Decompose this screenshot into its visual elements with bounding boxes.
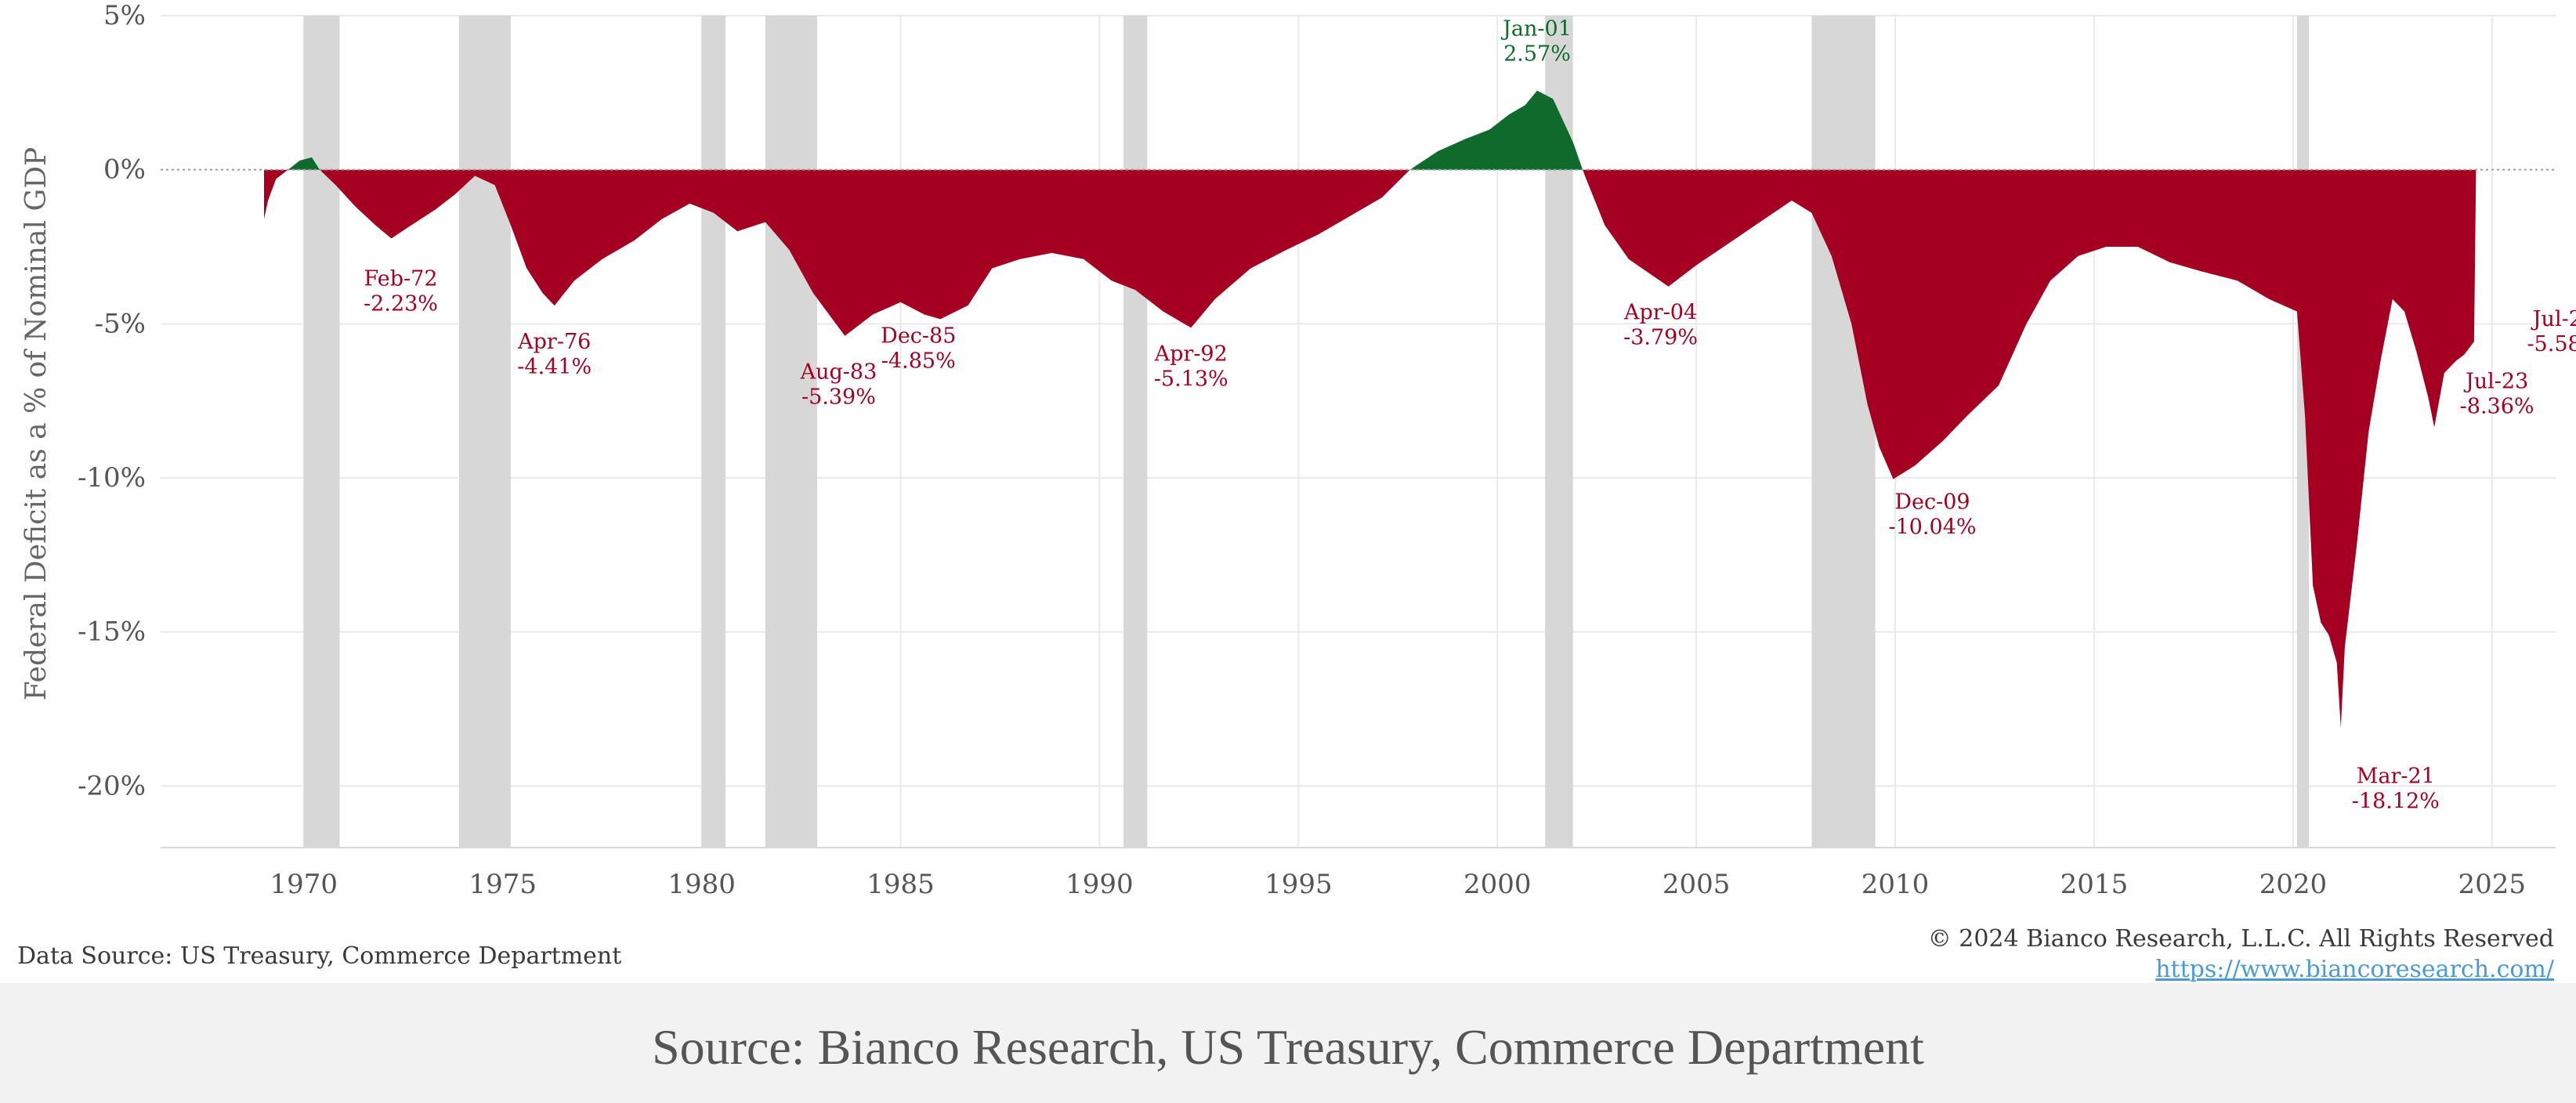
annotation-value: -18.12% xyxy=(2352,789,2440,813)
source-caption: Source: Bianco Research, US Treasury, Co… xyxy=(652,1019,1924,1075)
deficit-area-segment xyxy=(320,169,1410,336)
recession-bands xyxy=(303,16,2310,848)
gridlines xyxy=(161,15,2556,848)
surplus-area xyxy=(288,157,320,170)
recession-band xyxy=(303,16,340,848)
annotation-date: Jul-23 xyxy=(2463,369,2528,393)
recession-band xyxy=(701,16,726,848)
annotation-date: Apr-92 xyxy=(1154,342,1228,366)
deficit-area-segment xyxy=(1583,169,2477,729)
y-tick-label: 0% xyxy=(103,154,146,186)
y-tick-label: 5% xyxy=(103,0,146,31)
x-tick-label: 1990 xyxy=(1065,869,1134,900)
chart-panel: 5% 0% -5% -10% -15% -20% 1970 1975 1980 1985 1990 1… xyxy=(0,0,2576,983)
annotation-date: Feb-72 xyxy=(364,266,438,291)
x-tick-label: 2005 xyxy=(1662,869,1731,900)
annotation-value: -2.23% xyxy=(364,291,438,316)
x-tick-label: 2015 xyxy=(2060,869,2129,900)
annotation-value: -5.39% xyxy=(801,385,876,410)
x-tick-label: 1970 xyxy=(270,869,338,900)
deficit-area xyxy=(264,90,2477,729)
annotation-date: Mar-21 xyxy=(2357,764,2435,788)
y-tick-label: -20% xyxy=(78,770,146,801)
annotation-date: Jan-01 xyxy=(1500,17,1572,42)
x-tick-label: 1975 xyxy=(469,869,537,900)
deficit-chart: 5% 0% -5% -10% -15% -20% 1970 1975 1980 1985 1990 1… xyxy=(20,0,2576,900)
axes: 5% 0% -5% -10% -15% -20% 1970 1975 1980 1985 1990 1… xyxy=(20,0,2556,900)
annotation-date: Apr-04 xyxy=(1623,301,1697,325)
y-axis-title: Federal Deficit as a % of Nominal GDP xyxy=(20,147,52,701)
data-source-note: Data Source: US Treasury, Commerce Depar… xyxy=(17,942,622,970)
x-tick-label: 1985 xyxy=(867,869,935,900)
annotation-date: Apr-76 xyxy=(517,330,591,354)
annotation-value: -4.85% xyxy=(881,349,956,373)
annotation-value: -10.04% xyxy=(1888,515,1976,540)
annotations: Feb-72-2.23% Apr-76-4.41% Aug-83-5.39% Dec-… xyxy=(364,17,2576,814)
x-tick-label: 1995 xyxy=(1264,869,1333,900)
recession-band xyxy=(1811,16,1876,848)
surplus-area xyxy=(1409,90,1583,170)
copyright-notice: © 2024 Bianco Research, L.L.C. All Right… xyxy=(1927,925,2554,953)
deficit-area-segment xyxy=(264,169,288,219)
y-tick-label: -10% xyxy=(78,462,146,494)
annotation-value: -5.58% xyxy=(2527,332,2576,356)
y-tick-label: -15% xyxy=(78,617,146,648)
annotation-value: -5.13% xyxy=(1154,367,1228,391)
annotation-value: -4.41% xyxy=(517,355,592,379)
website-link[interactable]: https://www.biancoresearch.com/ xyxy=(2155,956,2554,983)
recession-band xyxy=(765,16,817,848)
y-tick-label: -5% xyxy=(95,308,146,339)
annotation-date: Jul-24 xyxy=(2531,307,2576,331)
annotation-date: Dec-09 xyxy=(1894,490,1970,515)
recession-band xyxy=(458,16,511,848)
annotation-date: Dec-85 xyxy=(881,324,956,348)
x-tick-label: 2010 xyxy=(1861,869,1930,900)
annotation-value: 2.57% xyxy=(1503,42,1571,67)
x-tick-label: 2025 xyxy=(2458,869,2526,900)
x-tick-label: 1980 xyxy=(668,869,736,900)
annotation-value: -8.36% xyxy=(2460,394,2534,418)
annotation-date: Aug-83 xyxy=(800,360,877,385)
recession-band xyxy=(1123,16,1148,848)
annotation-value: -3.79% xyxy=(1623,326,1698,350)
x-tick-label: 2000 xyxy=(1463,869,1532,900)
x-tick-label: 2020 xyxy=(2259,869,2328,900)
